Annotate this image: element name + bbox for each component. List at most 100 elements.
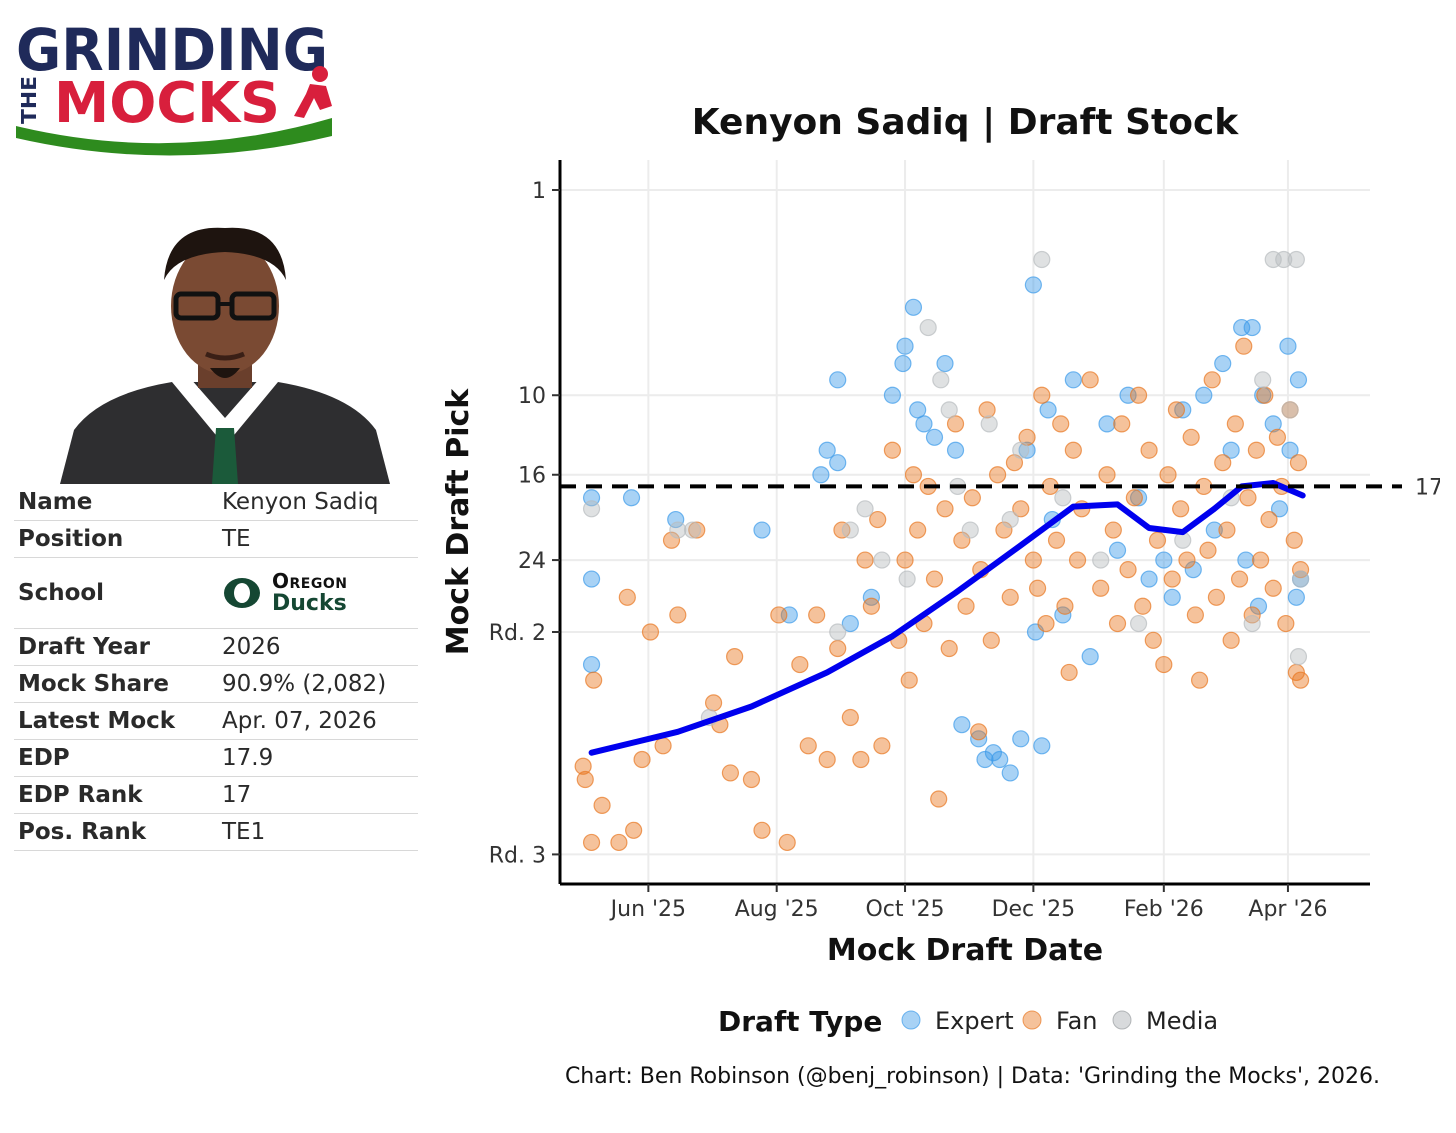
gridlines [560, 160, 1370, 884]
point-expert [1039, 401, 1057, 419]
point-fan [1163, 570, 1181, 588]
y-tick-label: 16 [518, 464, 546, 489]
point-fan [995, 521, 1013, 539]
point-fan [963, 489, 981, 507]
point-fan [1218, 521, 1236, 539]
point-fan [688, 521, 706, 539]
trend-line [588, 480, 1306, 756]
info-value: 2026 [218, 628, 418, 666]
legend-key-expert [901, 1010, 921, 1030]
point-expert [622, 489, 641, 507]
point-fan [1129, 386, 1148, 404]
point-fan [1037, 614, 1055, 633]
point-fan [1155, 655, 1173, 674]
point-fan [1052, 415, 1070, 433]
point-fan [900, 671, 918, 689]
point-fan [1167, 401, 1186, 419]
point-fan [1199, 541, 1217, 559]
point-fan [1291, 561, 1310, 579]
point-expert [1214, 354, 1232, 373]
chart-caption: Chart: Ben Robinson (@benj_robinson) | D… [565, 1064, 1380, 1089]
point-expert [1222, 441, 1240, 459]
point-expert [896, 337, 914, 355]
x-tick-label: Dec '25 [992, 897, 1076, 922]
point-expert [894, 354, 912, 373]
point-fan [982, 631, 1000, 649]
point-expert [883, 386, 902, 404]
point-fan [930, 790, 948, 808]
point-expert [1140, 570, 1158, 588]
point-fan [1081, 371, 1099, 389]
point-fan [1251, 551, 1270, 569]
info-value: Oregon Ducks [218, 557, 418, 629]
point-media [683, 521, 702, 539]
info-value: TE1 [218, 813, 418, 851]
point-expert [915, 415, 933, 433]
point-fan [1060, 663, 1078, 682]
point-fan [925, 570, 944, 588]
point-fan [936, 500, 954, 518]
point-expert [818, 441, 836, 459]
point-expert [946, 441, 965, 459]
point-fan [1247, 441, 1265, 459]
point-expert [953, 716, 971, 734]
point-media [1281, 401, 1299, 419]
player-info-table: Name Kenyon Sadiq Position TE School Ore… [14, 484, 418, 851]
point-fan [669, 606, 687, 624]
point-fan [1001, 588, 1019, 606]
legend-label-fan: Fan [1056, 1007, 1098, 1035]
y-tick-label: Rd. 3 [489, 843, 546, 868]
point-fan [1268, 428, 1287, 446]
oregon-o-logo-icon [224, 578, 260, 608]
legend-label-media: Media [1146, 1007, 1218, 1035]
info-label: Position [14, 520, 218, 558]
point-fan [1125, 489, 1143, 507]
point-expert [753, 521, 771, 539]
point-fan [1264, 579, 1282, 597]
axes [558, 160, 1370, 886]
legend: Draft Type Expert Fan Media [718, 1005, 1218, 1038]
legend-label-expert: Expert [935, 1007, 1014, 1035]
y-tick-label: 10 [518, 384, 546, 409]
x-tick-label: Apr '26 [1248, 897, 1327, 922]
point-fan [742, 770, 761, 789]
point-fan [978, 401, 996, 419]
school-name-line2: Ducks [272, 590, 347, 616]
point-media [1054, 489, 1072, 507]
point-fan [1291, 671, 1310, 689]
info-value: 17 [218, 776, 418, 814]
point-expert [1163, 588, 1181, 606]
point-fan [770, 606, 788, 624]
point-expert [1174, 401, 1192, 419]
info-value: 17.9 [218, 739, 418, 777]
logo-line3: MOCKS [54, 71, 280, 136]
point-fan [1119, 561, 1137, 579]
point-expert [1018, 441, 1036, 459]
point-fan [841, 708, 859, 727]
point-expert [1129, 489, 1148, 507]
info-label: EDP [14, 739, 218, 777]
point-fan [1230, 570, 1249, 588]
reference-line-layer: 17 [560, 475, 1440, 500]
point-fan [618, 588, 636, 606]
point-expert [1155, 551, 1173, 569]
info-label: School [14, 557, 218, 629]
point-fan [1144, 631, 1162, 649]
school-name-line1: Oregon [272, 568, 348, 593]
point-fan [896, 551, 914, 569]
point-media [932, 371, 950, 389]
point-expert [1012, 730, 1030, 748]
point-fan [1289, 454, 1308, 472]
point-fan [1207, 588, 1226, 606]
point-fan [641, 623, 660, 641]
point-expert [936, 354, 954, 373]
point-media [1291, 570, 1310, 588]
point-fan [1098, 466, 1116, 484]
point-fan [1012, 500, 1030, 518]
point-expert [1237, 551, 1255, 569]
point-expert [970, 730, 988, 748]
point-fan [610, 833, 628, 852]
logo-line2: THE [17, 76, 41, 124]
grinding-the-mocks-logo: GRINDING THE MOCKS [16, 16, 332, 156]
y-tick-label: 1 [532, 179, 546, 204]
